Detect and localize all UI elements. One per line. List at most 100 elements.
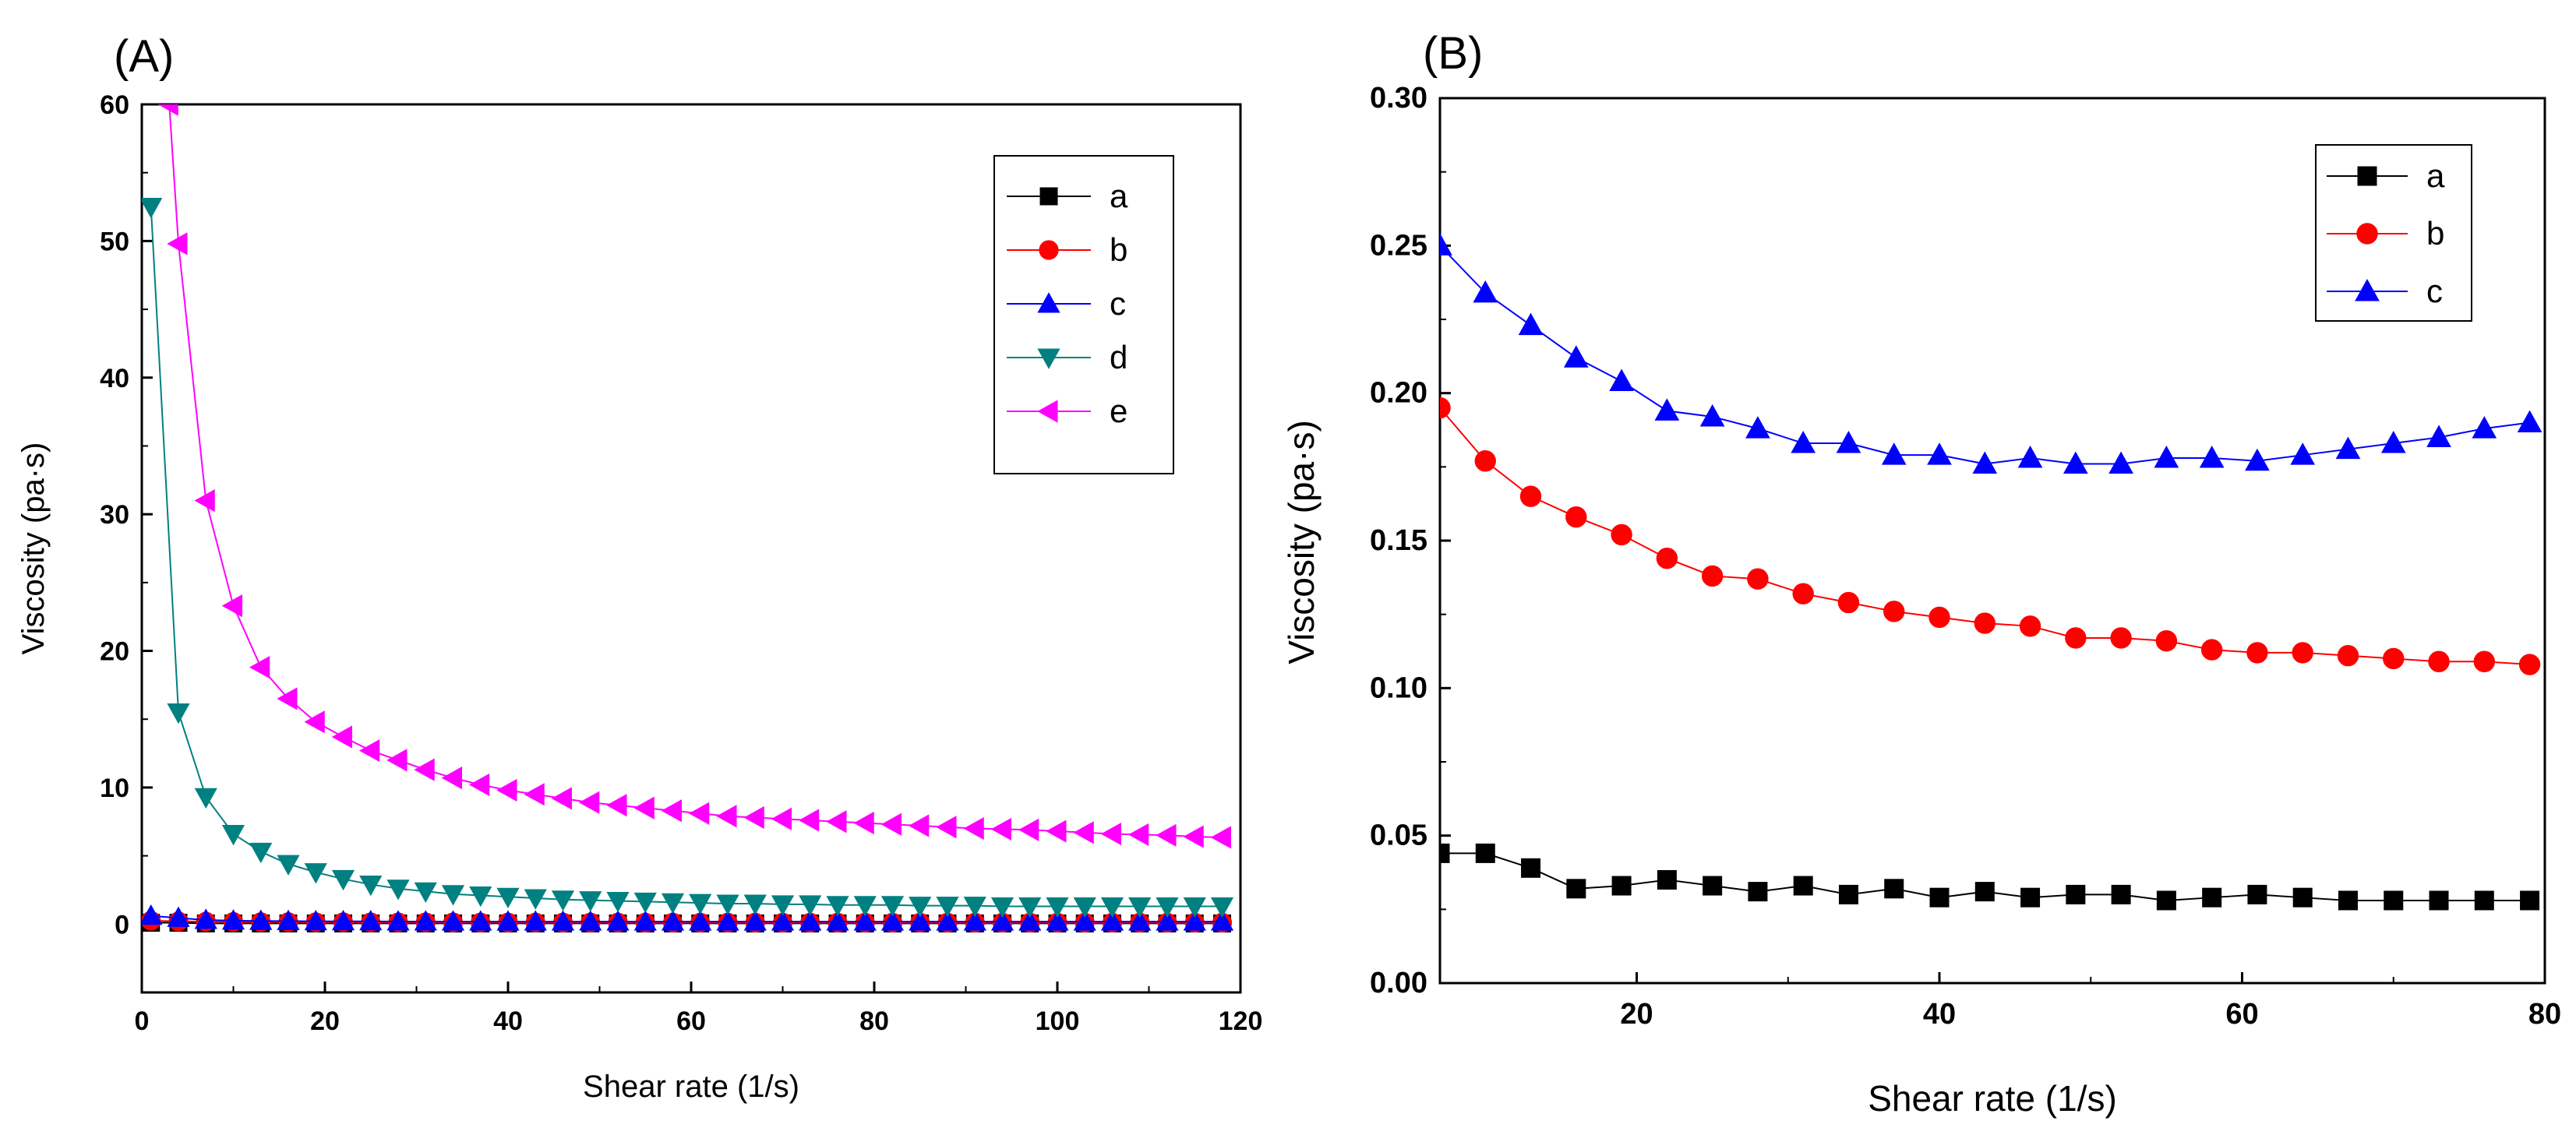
- data-point-a: [1929, 887, 1950, 908]
- data-point-c: [909, 910, 932, 931]
- data-point-b: [1519, 485, 1542, 507]
- data-point-c: [990, 910, 1015, 931]
- data-point-d: [716, 894, 739, 915]
- y-tick-label: 20: [100, 637, 129, 667]
- data-point-c: [2199, 445, 2225, 468]
- data-point-c: [551, 910, 575, 931]
- data-point-b: [1440, 397, 1451, 419]
- data-point-c: [1699, 404, 1725, 427]
- data-point-d: [277, 855, 300, 876]
- data-point-b: [2246, 642, 2268, 664]
- legend-label-c: c: [2426, 273, 2443, 309]
- data-point-a: [1475, 843, 1495, 863]
- data-point-e: [606, 794, 627, 817]
- series-a: [142, 104, 1234, 932]
- data-point-e: [551, 787, 572, 810]
- data-point-a: [1838, 884, 1858, 904]
- legend-marker-e: [1037, 400, 1058, 423]
- data-point-c: [1128, 910, 1152, 931]
- data-point-b: [2518, 654, 2541, 675]
- data-point-a: [2066, 884, 2086, 904]
- data-point-d: [221, 825, 245, 846]
- data-point-b: [2383, 647, 2405, 670]
- data-point-d: [1046, 897, 1069, 918]
- y-tick-label: 0.15: [1370, 524, 1427, 557]
- data-point-b: [1611, 523, 1632, 546]
- data-point-e: [880, 812, 902, 836]
- series-markers-d: [142, 198, 1234, 918]
- data-point-d: [142, 198, 163, 219]
- y-tick-label: 10: [100, 774, 129, 803]
- data-point-d: [743, 894, 767, 915]
- data-point-d: [880, 896, 905, 917]
- data-point-d: [606, 891, 630, 913]
- data-point-d: [1210, 897, 1234, 918]
- data-point-b: [1474, 450, 1496, 472]
- data-point-c: [880, 910, 905, 931]
- data-point-c: [2426, 425, 2451, 447]
- data-point-c: [1183, 910, 1206, 931]
- data-point-b: [2019, 615, 2041, 637]
- series-line-e: [168, 104, 1223, 838]
- data-point-b: [1747, 568, 1769, 590]
- data-point-e: [688, 802, 710, 825]
- data-point-c: [221, 909, 245, 930]
- data-point-a: [2429, 890, 2449, 911]
- data-point-c: [1881, 442, 1907, 465]
- data-point-e: [468, 773, 490, 797]
- data-point-d: [194, 788, 217, 809]
- x-tick-label: 100: [1036, 1006, 1080, 1036]
- data-point-b: [2200, 639, 2223, 661]
- data-point-b: [1701, 565, 1724, 587]
- legend-b: abc: [2315, 144, 2472, 322]
- data-point-c: [1654, 398, 1680, 421]
- data-point-e: [1018, 818, 1039, 841]
- chart-panel-a: (A) 0 20 40 60 80 100 120 0 10 20 30 40 50 60 Shear r…: [16, 31, 1262, 1104]
- data-point-e: [990, 817, 1011, 841]
- y-tick-label: 0.00: [1370, 967, 1427, 999]
- data-point-c: [1972, 451, 1998, 474]
- data-point-c: [633, 910, 657, 931]
- data-point-b: [2337, 644, 2359, 667]
- data-point-c: [743, 910, 767, 931]
- data-point-d: [990, 897, 1015, 918]
- data-point-c: [2517, 410, 2542, 433]
- x-tick-label: 0: [135, 1006, 150, 1036]
- data-point-c: [194, 908, 217, 929]
- x-tick-label: 40: [493, 1006, 523, 1036]
- legend-marker-c: [1037, 292, 1060, 313]
- legend-label-d: d: [1110, 339, 1127, 375]
- data-point-c: [1046, 910, 1069, 931]
- data-point-c: [414, 910, 437, 931]
- data-point-d: [771, 895, 795, 916]
- data-point-e: [1073, 821, 1094, 844]
- y-tick-label: 60: [100, 90, 129, 120]
- data-point-c: [2245, 448, 2270, 471]
- series-line-a: [150, 922, 1223, 925]
- data-point-c: [661, 910, 685, 931]
- data-point-b: [1883, 601, 1905, 622]
- data-point-c: [304, 910, 327, 931]
- legend-marker-c: [2355, 278, 2380, 301]
- legend-marker-a: [1039, 187, 1058, 206]
- data-point-e: [221, 594, 242, 618]
- data-point-c: [1100, 910, 1124, 931]
- data-point-c: [826, 910, 849, 931]
- data-point-c: [331, 910, 355, 931]
- series-markers-c: [1440, 233, 2542, 474]
- y-tick-label: 40: [100, 364, 129, 393]
- data-point-b: [2065, 627, 2087, 649]
- y-tick-label: 0.30: [1370, 82, 1427, 115]
- y-tick-label: 0.25: [1370, 229, 1427, 262]
- data-point-a: [1657, 869, 1677, 890]
- data-point-e: [853, 811, 874, 835]
- data-point-a: [1566, 879, 1586, 899]
- data-point-c: [1473, 280, 1498, 303]
- y-tick-label: 0: [115, 910, 129, 939]
- data-point-a: [1440, 843, 1450, 863]
- data-point-e: [331, 725, 352, 749]
- x-tick-label: 20: [310, 1006, 340, 1036]
- data-point-e: [936, 816, 957, 839]
- series-line-b: [150, 919, 1223, 924]
